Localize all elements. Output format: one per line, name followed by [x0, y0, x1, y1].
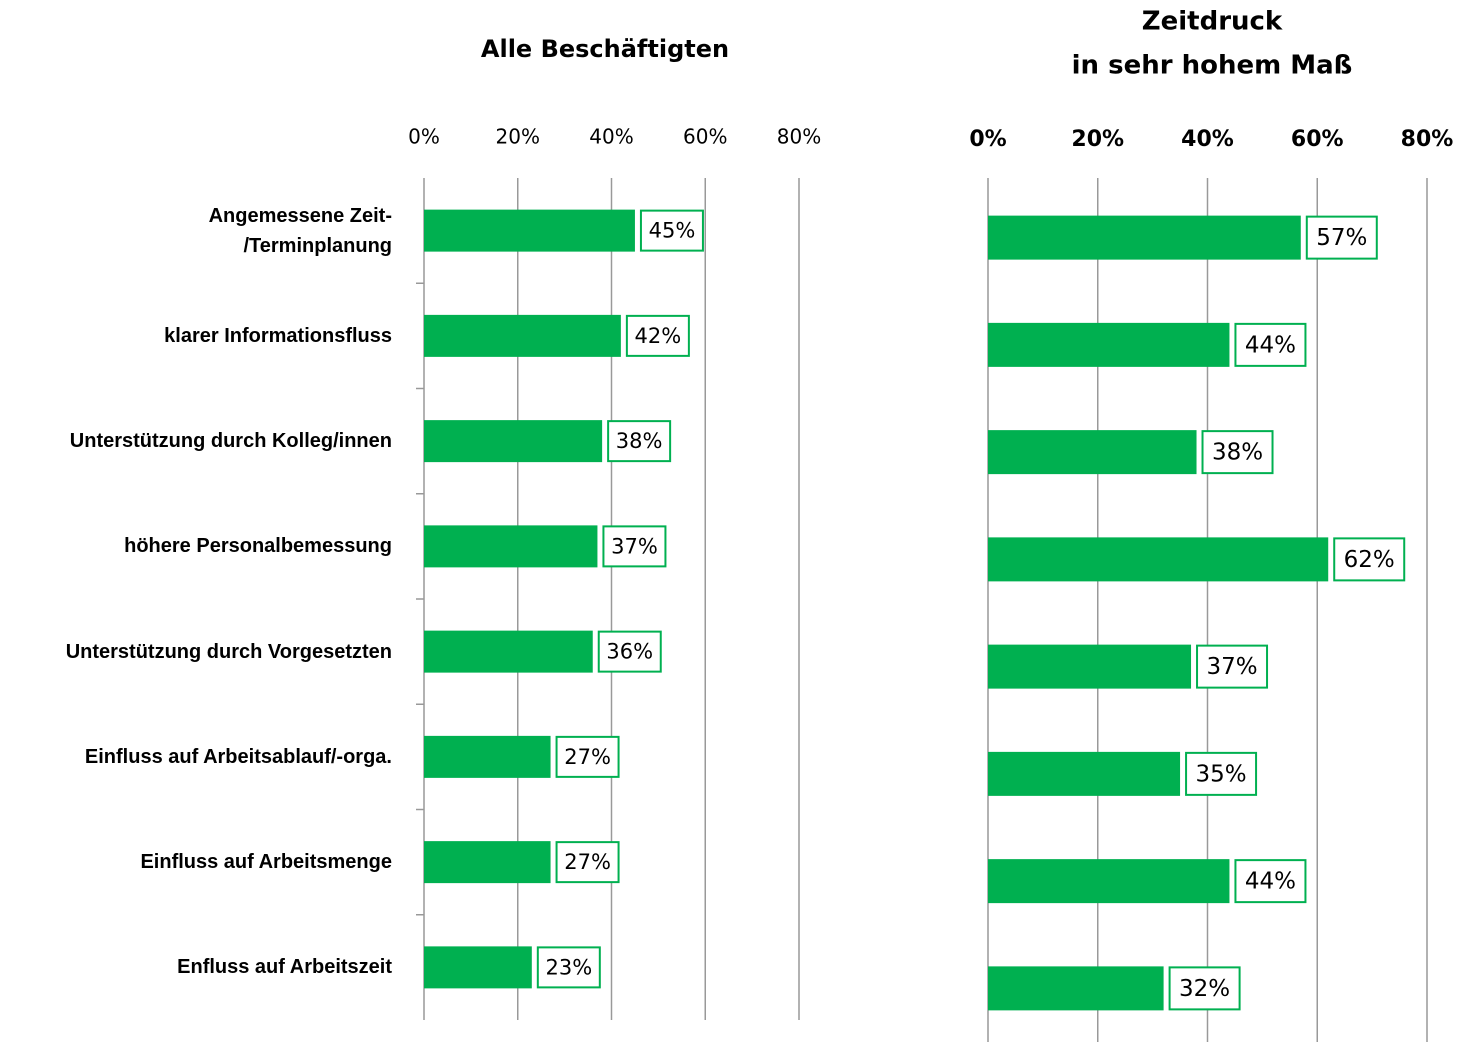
value-label: 37% — [611, 534, 658, 558]
value-label-box — [1201, 430, 1274, 475]
value-label: 27% — [564, 850, 611, 874]
value-label-box — [1234, 859, 1307, 904]
value-label: 38% — [1212, 440, 1263, 466]
value-label: 37% — [1206, 654, 1257, 680]
chart-title: in sehr hohem Maß — [1072, 51, 1353, 81]
bar — [424, 420, 603, 463]
bar — [988, 430, 1197, 475]
value-label-box — [597, 630, 662, 673]
value-label-box — [607, 420, 672, 463]
value-label-box — [602, 525, 667, 568]
x-tick-label: 40% — [1181, 127, 1234, 152]
value-label-box — [1305, 215, 1378, 260]
value-label: 42% — [635, 324, 682, 348]
value-label-box — [1234, 322, 1307, 367]
value-label-box — [639, 209, 704, 252]
value-label: 35% — [1196, 761, 1247, 787]
value-label-box — [625, 314, 690, 357]
value-label: 44% — [1245, 332, 1296, 358]
bar — [988, 966, 1164, 1011]
x-tick-label: 0% — [408, 125, 440, 149]
value-label: 62% — [1344, 547, 1395, 573]
value-label: 38% — [616, 429, 663, 453]
bar — [424, 946, 532, 989]
category-label: Unterstützung durch Vorgesetzten — [65, 640, 392, 663]
value-label: 44% — [1245, 869, 1296, 895]
category-label: höhere Personalbemessung — [124, 535, 392, 558]
category-label: klarer Informationsfluss — [164, 324, 392, 347]
bar — [988, 751, 1181, 796]
value-label-box — [1168, 966, 1241, 1011]
value-label-box — [555, 841, 620, 884]
value-label: 57% — [1316, 225, 1367, 251]
x-tick-label: 60% — [1291, 127, 1344, 152]
value-label: 32% — [1179, 976, 1230, 1002]
x-tick-label: 80% — [777, 125, 821, 149]
chart-title: Alle Beschäftigten — [481, 35, 729, 63]
value-label: 23% — [545, 955, 592, 979]
category-label: Einfluss auf Arbeitsablauf/-orga. — [84, 745, 392, 768]
bar — [988, 322, 1230, 367]
bar — [424, 209, 635, 252]
x-tick-label: 40% — [589, 125, 633, 149]
value-label-box — [1196, 644, 1269, 689]
bar — [424, 630, 593, 673]
bar — [424, 525, 598, 568]
x-tick-label: 20% — [496, 125, 540, 149]
chart-title: Zeitdruck — [1142, 7, 1283, 37]
value-label-box — [1185, 751, 1258, 796]
bar — [988, 644, 1192, 689]
bar — [424, 841, 551, 884]
value-label: 45% — [649, 219, 696, 243]
x-tick-label: 0% — [969, 127, 1006, 152]
x-tick-label: 60% — [683, 125, 727, 149]
value-label: 27% — [564, 745, 611, 769]
category-label: Unterstützung durch Kolleg/innen — [69, 430, 392, 453]
value-label-box — [536, 946, 601, 989]
bar — [424, 314, 621, 357]
bar — [424, 735, 551, 778]
x-tick-label: 80% — [1401, 127, 1454, 152]
value-label-box — [555, 735, 620, 778]
bar — [988, 859, 1230, 904]
value-label-box — [1333, 537, 1406, 582]
category-label: Angemessene Zeit- /Terminplanung — [208, 204, 392, 257]
bar — [988, 537, 1329, 582]
category-label: Einfluss auf Arbeitsmenge — [140, 851, 392, 874]
value-label: 36% — [606, 640, 653, 664]
bar — [988, 215, 1301, 260]
category-label: Enfluss auf Arbeitszeit — [177, 956, 392, 979]
x-tick-label: 20% — [1071, 127, 1124, 152]
